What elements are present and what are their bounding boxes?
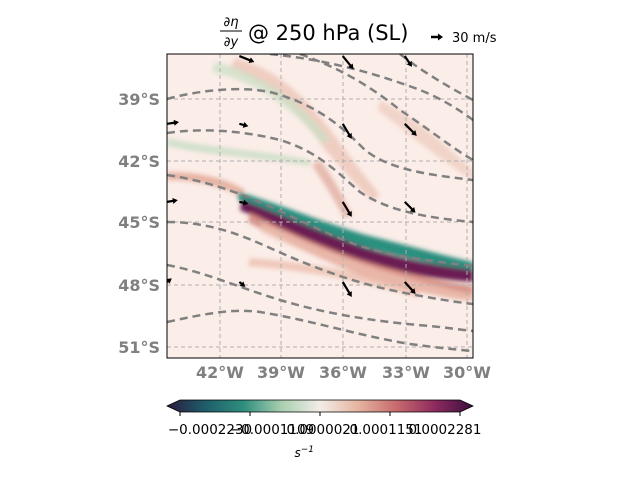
title-numerator: ∂η: [224, 15, 239, 30]
cbtick-label-4: 0.0002281: [408, 422, 481, 438]
wind-vector: [238, 281, 246, 287]
wind-vector: [167, 119, 179, 126]
contour-8: [167, 309, 473, 353]
xtick-39w: 39°W: [257, 363, 305, 382]
field-streak-green-upper: [212, 62, 330, 144]
contours: [167, 54, 473, 353]
colorbar-unit-base: s: [294, 446, 300, 460]
field-jet-green: [238, 192, 473, 272]
xtick-42w: 42°W: [196, 363, 244, 382]
wind-vector-shaft: [341, 281, 351, 295]
colorbar-bar: [166, 399, 474, 413]
field-streak-upper: [230, 58, 380, 200]
ytick-48s: 48°S: [118, 276, 160, 295]
field-jet-red: [248, 212, 473, 300]
ytick-42s: 42°S: [118, 152, 160, 171]
xtick-33w: 33°W: [382, 363, 430, 382]
cbtick-label-0: −0.0002230: [168, 422, 252, 438]
colorbar-unit-exp: −1: [301, 445, 314, 455]
wind-vector-shaft: [403, 55, 411, 65]
wind-vector-head: [346, 133, 352, 139]
contour-1: [269, 54, 473, 122]
wind-vector-shaft: [167, 199, 175, 203]
wind-vector: [403, 55, 412, 67]
wind-vector-head: [348, 63, 354, 70]
xtick-30w: 30°W: [443, 363, 491, 382]
field-streak-green-mid: [167, 138, 310, 166]
quiver-key: 30 m/s: [431, 31, 497, 46]
wind-vector-shaft: [403, 201, 414, 211]
cbtick-label-3: 0.0001151: [349, 422, 422, 438]
y-axis-labels: 39°S 42°S 45°S 48°S 51°S: [118, 90, 160, 357]
wind-vector-head: [409, 207, 416, 213]
quiver-key-arrowhead: [438, 33, 443, 41]
wind-vector-shaft: [238, 55, 252, 62]
wind-vector-head: [242, 122, 249, 128]
cbtick-label-2: 0.0000021: [286, 422, 359, 438]
wind-vector-shaft: [341, 123, 351, 136]
field-red-central: [312, 160, 352, 218]
quiver-key-label: 30 m/s: [452, 31, 497, 46]
wind-vector-head: [239, 281, 246, 287]
colorbar: −0.0002230 −0.0001109 0.0000021 0.000115…: [166, 399, 482, 460]
wind-vectors: [167, 55, 417, 297]
cbtick-label-1: −0.0001109: [230, 422, 314, 438]
wind-vector: [167, 197, 178, 204]
title-denominator: ∂y: [224, 35, 239, 50]
field-jet-outer: [260, 222, 473, 302]
field-streak-east: [378, 100, 473, 180]
ytick-45s: 45°S: [118, 213, 160, 232]
wind-vector-head: [242, 199, 249, 206]
wind-vector: [341, 55, 354, 70]
shaded-field: [167, 58, 473, 302]
wind-vector: [403, 281, 416, 294]
contour-7: [167, 263, 473, 333]
contour-4: [167, 129, 473, 224]
wind-vector-head: [167, 278, 172, 284]
wind-vector-head: [173, 119, 179, 126]
colorbar-ticks: [179, 412, 461, 416]
contour-2: [167, 87, 473, 182]
wind-vector: [238, 55, 255, 63]
wind-vector-shaft: [167, 121, 176, 125]
wind-vector-head: [346, 211, 352, 217]
plot-title: ∂η ∂y @ 250 hPa (SL): [220, 15, 408, 50]
colorbar-unit: s−1: [294, 445, 314, 460]
wind-vector: [403, 201, 416, 213]
map-panel: [166, 53, 474, 359]
wind-vector-shaft: [403, 281, 414, 292]
field-band-south: [248, 258, 420, 298]
ytick-51s: 51°S: [118, 338, 160, 357]
wind-vector-head: [409, 288, 416, 294]
wind-vector-shaft: [403, 123, 415, 134]
gridlines: [167, 54, 473, 358]
wind-vector-head: [406, 61, 412, 67]
ytick-39s: 39°S: [118, 90, 160, 109]
wind-vector-head: [248, 57, 255, 63]
contour-6: [167, 220, 473, 306]
title-text: @ 250 hPa (SL): [248, 21, 408, 45]
wind-vector-shaft: [341, 55, 352, 67]
wind-vector: [239, 122, 249, 128]
map-background: [167, 54, 473, 358]
wind-vector: [341, 281, 352, 297]
x-axis-labels: 42°W 39°W 36°W 33°W 30°W: [196, 363, 491, 382]
wind-vector: [341, 201, 352, 217]
map-border: [166, 53, 474, 359]
wind-vector-head: [172, 197, 178, 204]
wind-vector: [341, 123, 352, 139]
field-jet-purple: [240, 200, 473, 282]
wind-vector-head: [346, 291, 352, 297]
wind-vector: [403, 123, 417, 136]
wind-vector-shaft: [341, 201, 351, 215]
wind-vector: [239, 199, 249, 206]
xtick-36w: 36°W: [319, 363, 367, 382]
wind-vector-head: [411, 130, 417, 136]
